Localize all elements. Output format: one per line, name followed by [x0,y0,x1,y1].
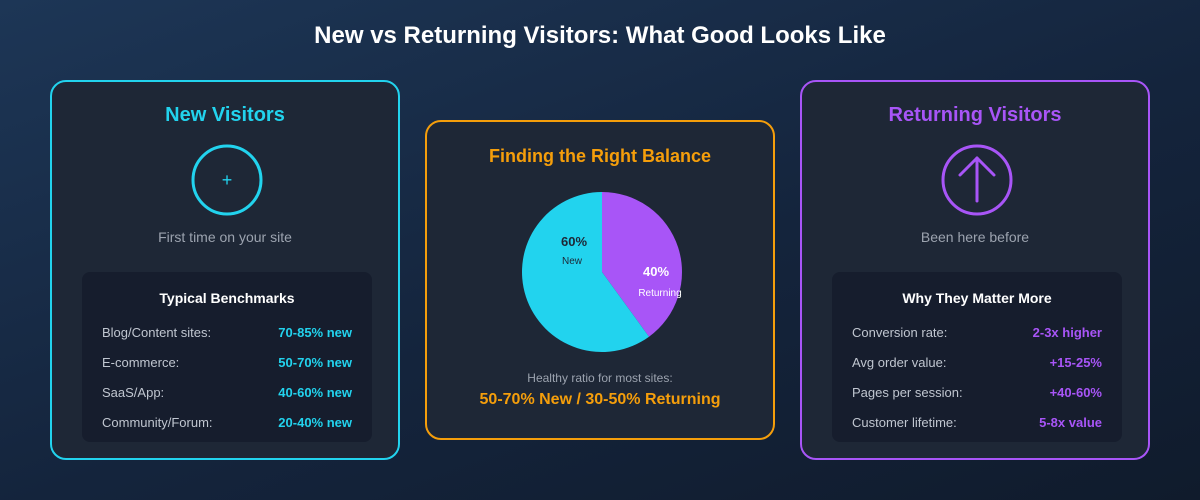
metric-label: Conversion rate: [852,324,948,340]
balance-ratio: 50-70% New / 30-50% Returning [479,391,721,408]
why-matter-title: Why They Matter More [902,290,1052,306]
benchmarks-title: Typical Benchmarks [159,290,295,306]
pie-category-label: New [562,256,583,267]
metric-label: Customer lifetime: [852,414,957,430]
benchmarks-box: Typical Benchmarks Blog/Content sites: 7… [82,272,372,442]
returning-visitors-title: Returning Visitors [888,104,1062,126]
metric-row: Pages per session: +40-60% [852,382,1102,402]
new-visitors-subtitle: First time on your site [158,229,292,245]
benchmark-row: Community/Forum: 20-40% new [102,412,352,432]
returning-visitors-subtitle: Been here before [920,229,1030,245]
pie-slice-returning [602,192,682,337]
why-matter-box: Why They Matter More Conversion rate: 2-… [832,272,1122,442]
benchmark-label: E-commerce: [102,354,180,370]
metric-row: Customer lifetime: 5-8x value [852,412,1102,432]
balance-caption: Healthy ratio for most sites: [527,371,673,385]
benchmark-label: SaaS/App: [102,384,165,400]
benchmark-label: Community/Forum: [102,414,213,430]
benchmark-value: 40-60% new [278,384,352,400]
metric-row: Avg order value: +15-25% [852,352,1102,372]
arrow-up-icon [940,143,1014,217]
new-visitors-card: New Visitors + First time on your site T… [50,80,400,460]
metric-row: Conversion rate: 2-3x higher [852,322,1102,342]
benchmark-value: 70-85% new [278,324,352,340]
benchmark-label: Blog/Content sites: [102,324,212,340]
balance-title: Finding the Right Balance [488,146,711,166]
pie-percent-label: 60% [561,234,587,249]
metric-label: Avg order value: [852,354,947,370]
new-visitors-title: New Visitors [165,104,285,126]
benchmark-row: E-commerce: 50-70% new [102,352,352,372]
benchmark-value: 20-40% new [278,414,352,430]
page-title: New vs Returning Visitors: What Good Loo… [314,22,886,49]
returning-visitors-card: Returning Visitors Been here before Why … [800,80,1150,460]
benchmark-row: SaaS/App: 40-60% new [102,382,352,402]
pie-chart: 40% Returning 60% New [520,190,684,354]
balance-card: Finding the Right Balance 40% Returning 60… [425,120,775,440]
plus-glyph: + [222,170,233,190]
pie-slice-new [522,192,650,352]
plus-icon: + [190,143,264,217]
metric-value: 5-8x value [1039,414,1102,430]
metric-value: +40-60% [1049,384,1102,400]
benchmark-value: 50-70% new [278,354,352,370]
metric-value: +15-25% [1049,354,1102,370]
metric-value: 2-3x higher [1032,324,1102,340]
pie-category-label: Returning [638,288,681,299]
benchmark-row: Blog/Content sites: 70-85% new [102,322,352,342]
pie-percent-label: 40% [643,264,669,279]
metric-label: Pages per session: [852,384,963,400]
